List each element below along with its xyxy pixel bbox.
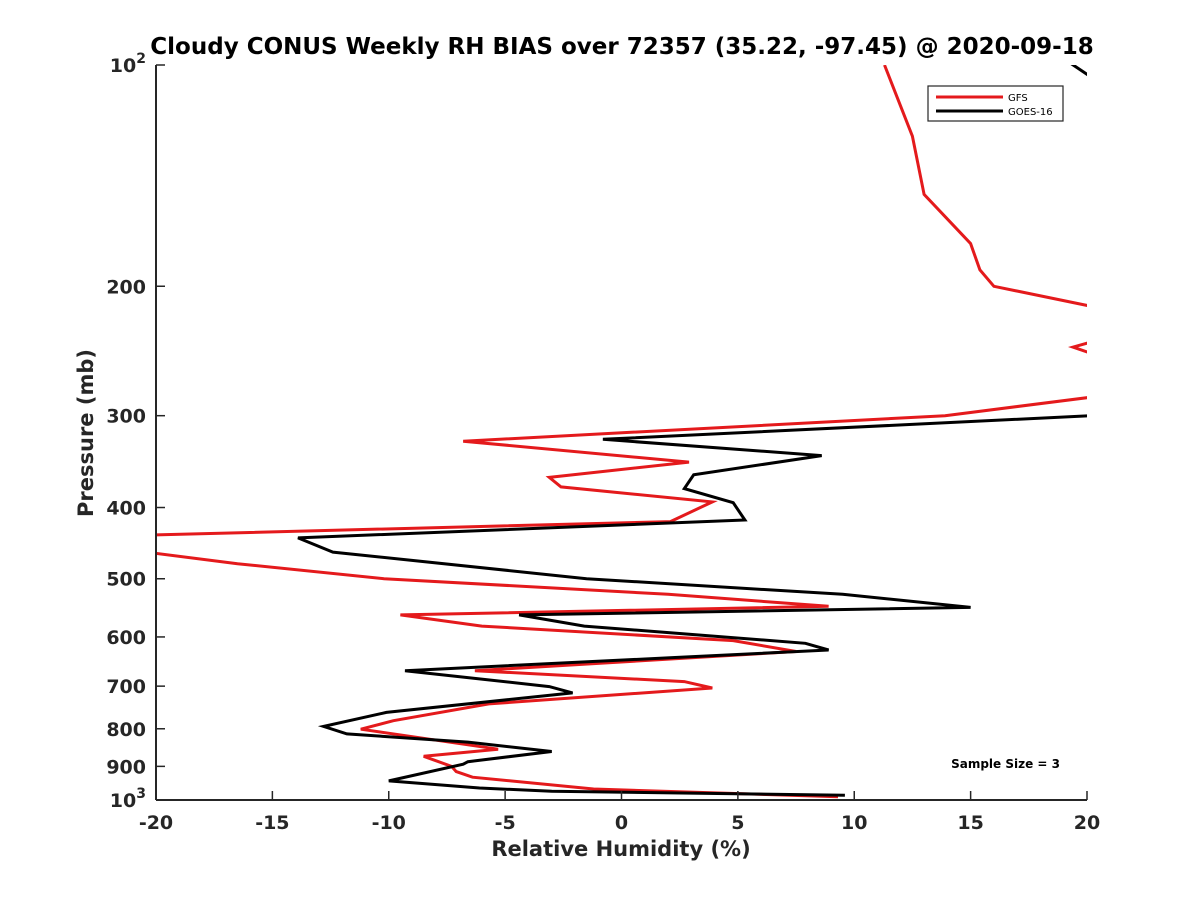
x-tick-label: -15 bbox=[255, 812, 289, 834]
y-tick-label-exponent: 2 bbox=[136, 51, 146, 67]
y-tick-label: 500 bbox=[106, 569, 146, 591]
x-tick-label: 15 bbox=[957, 812, 983, 834]
y-tick-label: 103 bbox=[110, 786, 146, 812]
legend-label-gfs: GFS bbox=[1008, 93, 1028, 104]
y-tick-label: 600 bbox=[106, 627, 146, 649]
x-tick-label: -5 bbox=[495, 812, 516, 834]
x-axis-ticks: -20 -15 -10 -5 0 5 10 15 20 bbox=[139, 791, 1100, 834]
y-tick-label: 300 bbox=[106, 406, 146, 428]
x-tick-label: -20 bbox=[139, 812, 173, 834]
annotations: Sample Size = 3 bbox=[951, 757, 1060, 771]
series-layer bbox=[156, 65, 1087, 799]
y-tick-label-base: 10 bbox=[110, 790, 136, 812]
legend-label-goes16: GOES-16 bbox=[1008, 107, 1053, 118]
chart-title: Cloudy CONUS Weekly RH BIAS over 72357 (… bbox=[150, 34, 1093, 60]
y-axis-label: Pressure (mb) bbox=[74, 349, 98, 517]
x-tick-label: 0 bbox=[615, 812, 628, 834]
x-tick-label: 10 bbox=[841, 812, 867, 834]
x-tick-label: 5 bbox=[731, 812, 744, 834]
sample-size-annotation: Sample Size = 3 bbox=[951, 757, 1060, 771]
y-tick-label-base: 10 bbox=[110, 55, 136, 77]
legend: GFS GOES-16 bbox=[927, 85, 1064, 122]
y-tick-label: 900 bbox=[106, 756, 146, 778]
y-tick-label: 200 bbox=[106, 276, 146, 298]
x-axis-label: Relative Humidity (%) bbox=[491, 837, 750, 861]
y-tick-label: 400 bbox=[106, 498, 146, 520]
y-tick-label: 102 bbox=[110, 51, 146, 77]
x-tick-label: 20 bbox=[1074, 812, 1100, 834]
legend-box bbox=[927, 85, 1064, 122]
series-line-gfs bbox=[156, 65, 1087, 799]
y-tick-label-exponent: 3 bbox=[136, 786, 146, 802]
x-tick-label: -10 bbox=[372, 812, 406, 834]
y-tick-label: 800 bbox=[106, 719, 146, 741]
series-line-goes16 bbox=[297, 65, 1087, 797]
y-tick-label: 700 bbox=[106, 676, 146, 698]
